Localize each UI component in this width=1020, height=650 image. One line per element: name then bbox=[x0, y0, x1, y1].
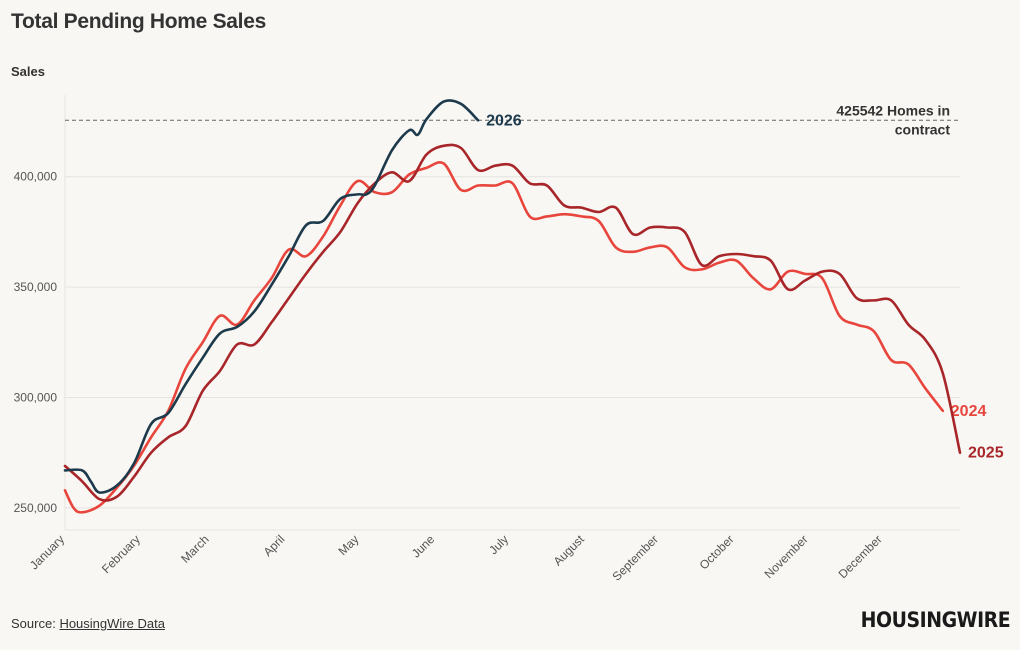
series-end-label-2026: 2026 bbox=[486, 112, 522, 129]
source-label: Source: bbox=[11, 616, 56, 631]
x-tick-label: December bbox=[836, 532, 885, 581]
x-tick-label: August bbox=[551, 532, 588, 569]
series-line-2026 bbox=[63, 99, 480, 494]
series-line-2024 bbox=[63, 161, 945, 514]
y-tick-label: 300,000 bbox=[14, 391, 58, 405]
y-tick-label: 250,000 bbox=[14, 501, 58, 515]
x-tick-label: November bbox=[762, 532, 811, 581]
housingwire-logo[interactable]: HOUSINGWIRE bbox=[860, 608, 1010, 632]
source-line: Source: HousingWire Data bbox=[11, 616, 165, 631]
chart-title: Total Pending Home Sales bbox=[11, 10, 266, 33]
x-tick-label: January bbox=[27, 532, 67, 572]
x-tick-label: October bbox=[697, 532, 737, 572]
x-tick-label: September bbox=[610, 532, 661, 583]
reference-label-line1: 425542 Homes in bbox=[836, 102, 950, 118]
x-tick-label: April bbox=[261, 532, 288, 559]
series-end-label-2025: 2025 bbox=[968, 445, 1004, 462]
x-tick-label: February bbox=[99, 532, 143, 576]
x-tick-label: March bbox=[178, 532, 211, 565]
series-line-2025 bbox=[63, 143, 962, 502]
y-tick-label: 350,000 bbox=[14, 280, 58, 294]
y-axis-label: Sales bbox=[11, 64, 45, 79]
x-tick-label: July bbox=[486, 532, 511, 557]
x-tick-label: June bbox=[409, 532, 438, 561]
x-tick-label: May bbox=[336, 532, 362, 558]
reference-label-line2: contract bbox=[895, 121, 951, 137]
source-link[interactable]: HousingWire Data bbox=[59, 616, 165, 631]
series-end-label-2024: 2024 bbox=[951, 403, 987, 420]
y-tick-label: 400,000 bbox=[14, 170, 58, 184]
